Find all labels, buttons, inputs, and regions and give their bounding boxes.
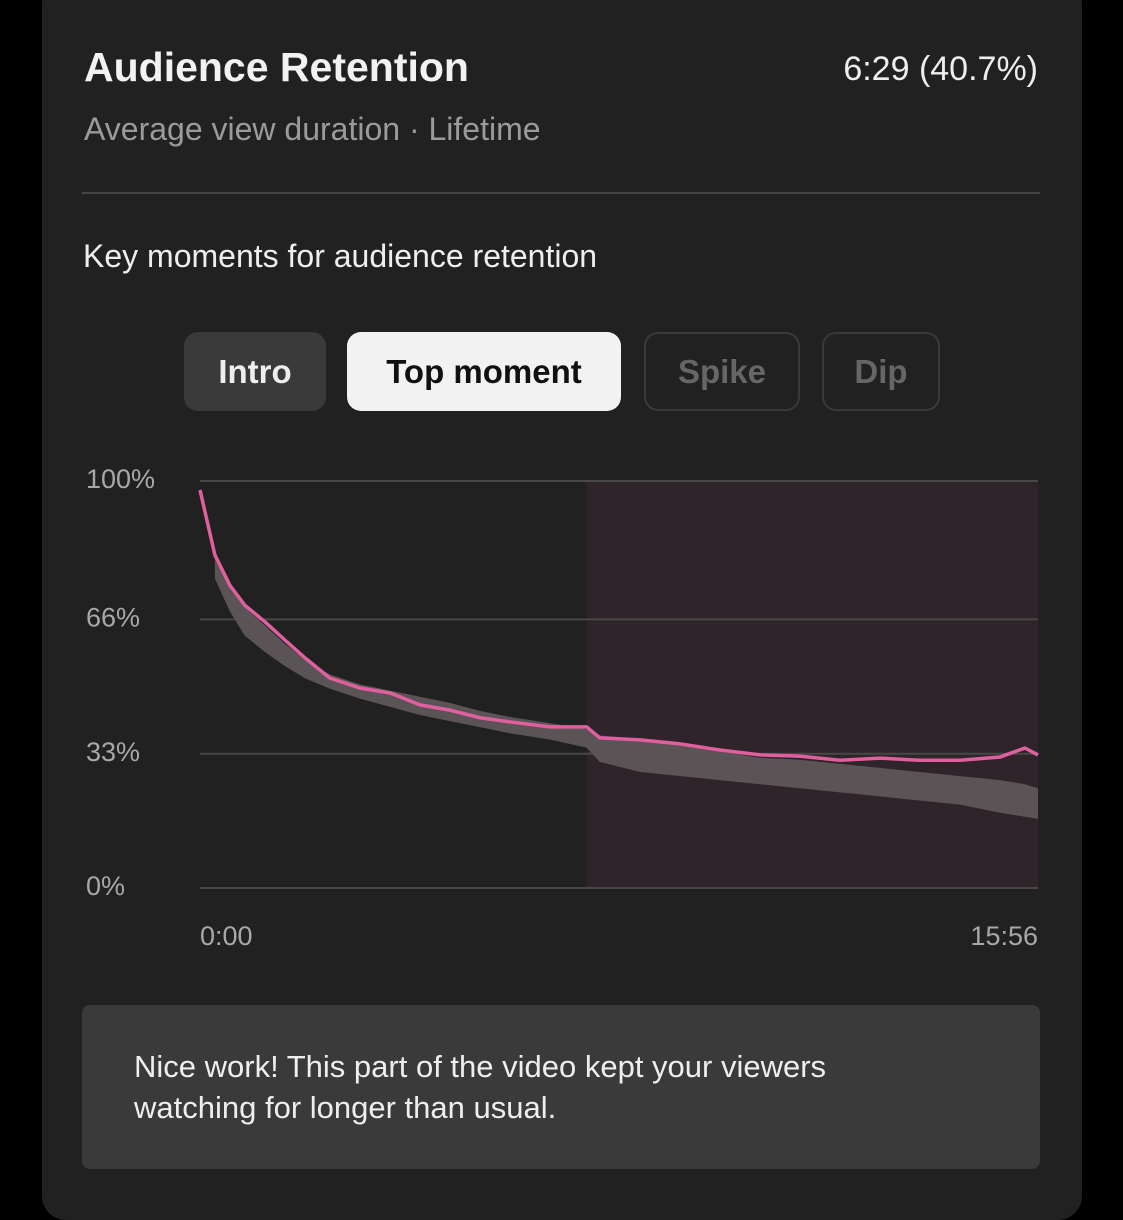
x-tick-label: 15:56 [970,921,1038,951]
tab[interactable]: Intro [184,332,326,411]
metric: 6:29 (40.7%) [843,50,1038,88]
highlight-region [586,481,1038,888]
x-tick-label: 0:00 [200,921,253,951]
tab-disabled: Dip [822,332,940,411]
note-text: Nice work! This part of the video kept y… [134,1049,827,1084]
tab-selected[interactable]: Top moment [347,332,621,411]
title: Audience Retention [84,44,469,90]
chart: 0% 33% 66% 100% 0:00 15:56 [86,464,1039,951]
y-tick-label: 0% [86,871,125,901]
tab-disabled: Spike [644,332,800,411]
y-tick-label: 100% [86,464,155,494]
divider [82,192,1040,194]
section-title: Key moments for audience retention [83,238,598,274]
y-tick-label: 66% [86,603,140,633]
subtitle: Average view duration · Lifetime [84,111,541,147]
note-text: watching for longer than usual. [134,1090,557,1125]
retention-line [198,489,1039,762]
note: Nice work! This part of the video kept y… [82,1005,1040,1169]
y-tick-label: 33% [86,737,140,767]
typical-range-band [214,559,1038,819]
